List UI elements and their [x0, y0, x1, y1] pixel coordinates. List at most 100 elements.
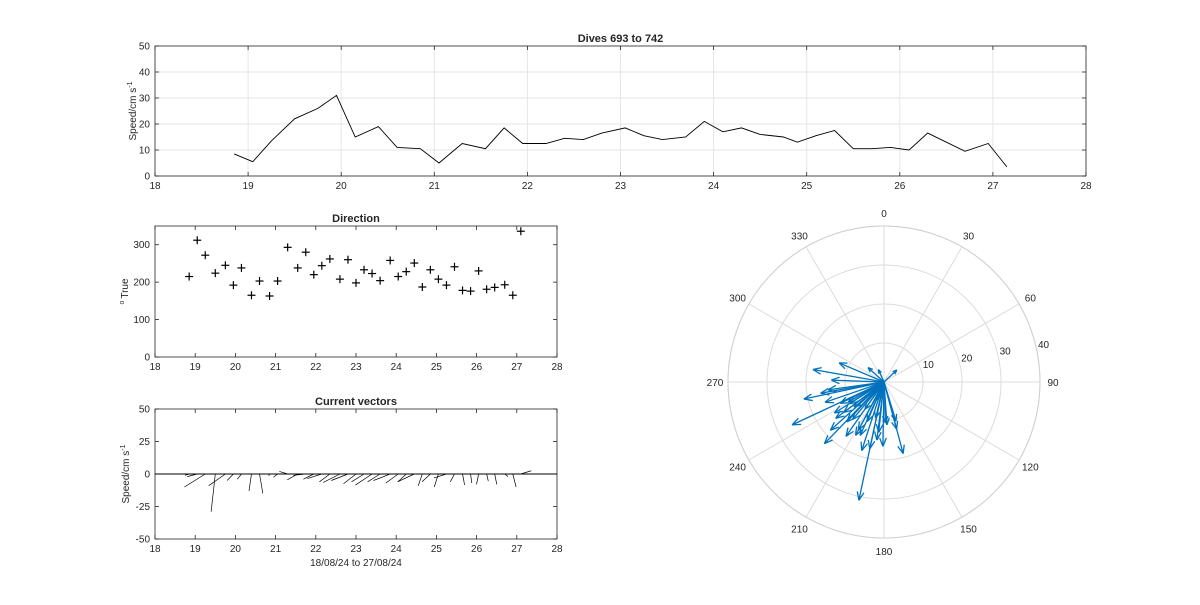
- current-arrow: [867, 367, 885, 383]
- current-vector: [226, 473, 234, 481]
- arrow-shaft: [831, 379, 885, 383]
- arrow-head: [824, 439, 833, 445]
- x-tick-label: 18: [149, 544, 161, 555]
- x-tick-label: 18: [149, 181, 161, 192]
- direction-point: [402, 267, 411, 276]
- x-tick-label: 19: [190, 544, 202, 555]
- current-vector: [494, 473, 498, 485]
- arrow-head: [827, 384, 837, 391]
- y-tick-label: 50: [139, 42, 151, 53]
- arrow-head: [845, 430, 854, 437]
- arrow-head: [835, 415, 845, 420]
- arrow-head: [792, 423, 802, 426]
- angle-label: 60: [1025, 294, 1037, 305]
- current-vector: [450, 473, 455, 482]
- direction-point: [283, 243, 292, 252]
- current-vector: [303, 473, 314, 480]
- current-vector: [385, 473, 399, 484]
- y-tick-label: 50: [139, 405, 151, 416]
- current-arrow: [873, 381, 885, 419]
- current-vector: [208, 473, 226, 486]
- x-tick-label: 28: [551, 362, 563, 373]
- arrow-head: [858, 492, 865, 501]
- y-tick-label: 30: [139, 94, 151, 105]
- current-vectors-plot: 18 19 20 21 22 23 24 25 26 27 28 -50 -25 0 25 50 Current…: [120, 396, 563, 569]
- arrow-head: [860, 441, 863, 451]
- arrow-head: [853, 404, 862, 408]
- arrow-head: [835, 410, 841, 419]
- x-tick-label: 22: [310, 362, 322, 373]
- current-vector: [248, 473, 252, 491]
- arrow-head: [867, 367, 874, 371]
- radius-label: 10: [923, 360, 935, 371]
- x-tick-label: 20: [230, 362, 242, 373]
- arrow-head: [823, 435, 829, 444]
- y-tick-label: 25: [139, 437, 151, 448]
- arrow-head: [873, 411, 877, 419]
- angle-label: 120: [1022, 463, 1039, 474]
- x-tick-label: 20: [230, 544, 242, 555]
- radius-label: 30: [1000, 347, 1012, 358]
- y-axis-label-superscript: -1: [127, 81, 134, 87]
- radius-label: 20: [961, 353, 973, 364]
- current-vector: [397, 473, 407, 483]
- current-arrow: [831, 376, 885, 385]
- direction-point: [255, 277, 264, 286]
- current-vector: [373, 473, 391, 481]
- current-vector: [486, 473, 489, 482]
- current-vector: [504, 473, 509, 477]
- current-vector: [307, 473, 322, 479]
- current-vector: [433, 473, 439, 488]
- arrow-head: [859, 428, 868, 436]
- x-tick-label: 27: [511, 544, 523, 555]
- arrow-head: [803, 398, 813, 402]
- direction-point: [352, 278, 360, 287]
- arrow-shaft: [883, 369, 898, 383]
- direction-point: [360, 265, 369, 274]
- y-tick-label: 20: [139, 120, 151, 131]
- direction-point: [325, 254, 334, 263]
- current-vector: [323, 473, 341, 483]
- angle-label: 210: [791, 524, 808, 535]
- y-axis-label-degree: o: [119, 301, 126, 305]
- direction-point: [516, 227, 525, 236]
- direction-point: [442, 281, 451, 290]
- x-tick-label: 21: [429, 181, 441, 192]
- arrow-shaft: [803, 381, 885, 400]
- angle-spoke: [748, 303, 885, 383]
- current-arrow: [847, 381, 885, 403]
- arrow-head: [812, 368, 821, 375]
- arrow-head: [846, 413, 851, 423]
- arrow-head: [875, 423, 880, 433]
- direction-point: [368, 269, 377, 278]
- direction-point: [185, 272, 194, 281]
- angle-label: 30: [963, 232, 975, 243]
- direction-point: [211, 269, 220, 278]
- x-tick-label: 19: [243, 181, 255, 192]
- x-tick-label: 20: [336, 181, 348, 192]
- arrow-head: [846, 417, 856, 423]
- current-vector: [273, 473, 278, 478]
- direction-point: [376, 276, 385, 285]
- arrow-head: [842, 404, 849, 413]
- angle-spoke: [883, 303, 1020, 383]
- current-vector: [417, 473, 423, 486]
- x-tick-label: 26: [471, 362, 483, 373]
- arrow-head: [830, 426, 840, 431]
- chart-title: Direction: [332, 213, 380, 225]
- arrow-head: [824, 395, 833, 403]
- direction-point: [317, 261, 326, 270]
- direction-point: [273, 277, 282, 286]
- direction-point: [229, 281, 238, 290]
- angle-label: 150: [960, 524, 977, 535]
- x-tick-label: 27: [987, 181, 999, 192]
- arrow-head: [803, 393, 812, 400]
- current-arrow: [877, 369, 885, 383]
- x-tick-label: 24: [391, 544, 403, 555]
- y-tick-label: 300: [133, 240, 150, 251]
- arrow-head: [849, 401, 857, 405]
- current-arrow: [824, 381, 885, 404]
- angle-label: 270: [707, 378, 724, 389]
- arrow-head: [876, 431, 882, 441]
- arrow-shaft: [882, 381, 885, 447]
